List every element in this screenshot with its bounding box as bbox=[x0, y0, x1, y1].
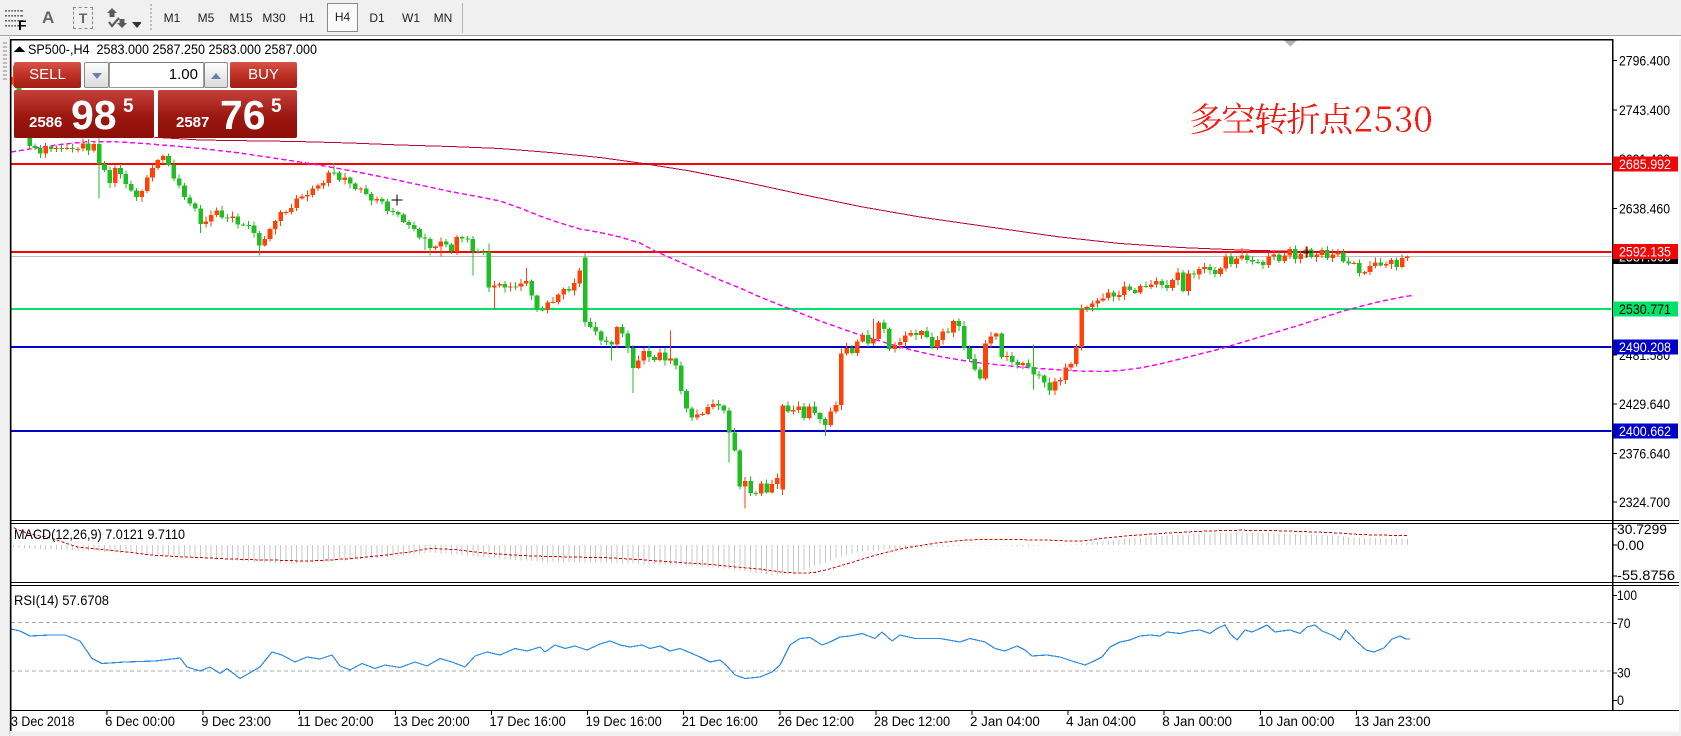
svg-text:2530.771: 2530.771 bbox=[1619, 301, 1671, 317]
svg-text:2796.400: 2796.400 bbox=[1619, 53, 1670, 69]
svg-text:13 Jan 23:00: 13 Jan 23:00 bbox=[1354, 713, 1430, 729]
svg-text:2376.640: 2376.640 bbox=[1619, 445, 1670, 461]
svg-text:-55.8756: -55.8756 bbox=[1617, 567, 1675, 583]
svg-text:28 Dec 12:00: 28 Dec 12:00 bbox=[874, 713, 950, 729]
svg-text:3 Dec 2018: 3 Dec 2018 bbox=[11, 713, 75, 729]
svg-text:19 Dec 16:00: 19 Dec 16:00 bbox=[586, 713, 662, 729]
svg-text:26 Dec 12:00: 26 Dec 12:00 bbox=[778, 713, 854, 729]
svg-text:6 Dec 00:00: 6 Dec 00:00 bbox=[105, 713, 175, 729]
svg-text:2638.460: 2638.460 bbox=[1619, 200, 1670, 216]
svg-text:RSI(14) 57.6708: RSI(14) 57.6708 bbox=[14, 592, 109, 608]
svg-text:MACD(12,26,9) 7.0121 9.7110: MACD(12,26,9) 7.0121 9.7110 bbox=[14, 526, 185, 542]
svg-text:2400.662: 2400.662 bbox=[1619, 423, 1671, 439]
svg-text:2490.208: 2490.208 bbox=[1619, 339, 1671, 355]
svg-text:2324.700: 2324.700 bbox=[1619, 494, 1670, 510]
svg-text:4 Jan 04:00: 4 Jan 04:00 bbox=[1066, 713, 1136, 729]
svg-text:30.7299: 30.7299 bbox=[1617, 521, 1667, 537]
svg-text:0: 0 bbox=[1617, 692, 1624, 708]
svg-text:30: 30 bbox=[1617, 665, 1631, 681]
svg-text:100: 100 bbox=[1617, 587, 1637, 603]
svg-text:2592.135: 2592.135 bbox=[1619, 244, 1671, 260]
svg-text:13 Dec 20:00: 13 Dec 20:00 bbox=[393, 713, 469, 729]
svg-text:70: 70 bbox=[1617, 615, 1631, 631]
svg-text:21 Dec 16:00: 21 Dec 16:00 bbox=[682, 713, 758, 729]
svg-text:F: F bbox=[18, 17, 27, 31]
svg-text:8 Jan 00:00: 8 Jan 00:00 bbox=[1162, 713, 1232, 729]
svg-text:2429.640: 2429.640 bbox=[1619, 396, 1670, 412]
svg-text:0.00: 0.00 bbox=[1617, 537, 1644, 553]
svg-text:11 Dec 20:00: 11 Dec 20:00 bbox=[297, 713, 373, 729]
svg-text:10 Jan 00:00: 10 Jan 00:00 bbox=[1258, 713, 1334, 729]
svg-text:SP500-,H4 2583.000 2587.250 2: SP500-,H4 2583.000 2587.250 2583.000 258… bbox=[28, 41, 317, 57]
svg-text:2 Jan 04:00: 2 Jan 04:00 bbox=[970, 713, 1040, 729]
svg-text:2743.400: 2743.400 bbox=[1619, 102, 1670, 118]
svg-text:2685.992: 2685.992 bbox=[1619, 156, 1671, 172]
svg-text:17 Dec 16:00: 17 Dec 16:00 bbox=[490, 713, 566, 729]
svg-text:9 Dec 23:00: 9 Dec 23:00 bbox=[201, 713, 271, 729]
